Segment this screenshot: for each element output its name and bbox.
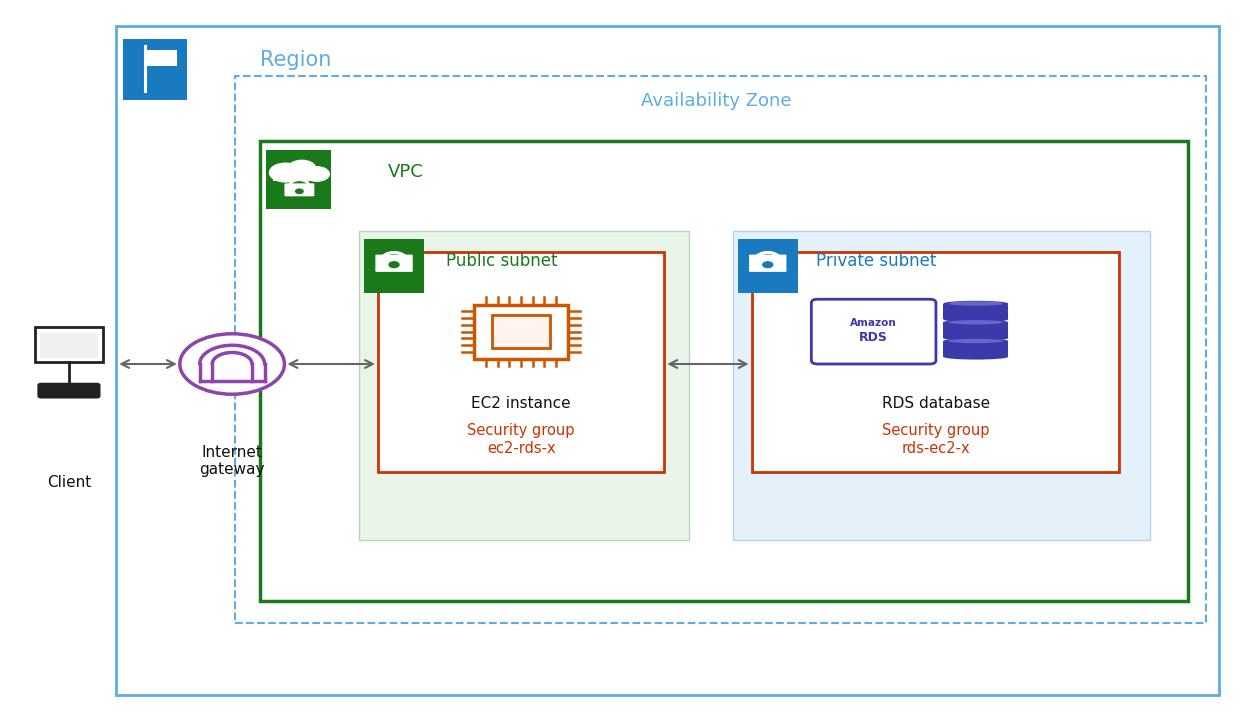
- Circle shape: [762, 262, 772, 268]
- FancyBboxPatch shape: [359, 231, 690, 540]
- Ellipse shape: [943, 320, 1008, 325]
- Circle shape: [288, 160, 316, 176]
- FancyBboxPatch shape: [737, 239, 798, 293]
- Ellipse shape: [943, 301, 1008, 306]
- Circle shape: [270, 163, 302, 182]
- FancyBboxPatch shape: [377, 253, 665, 472]
- FancyBboxPatch shape: [492, 315, 551, 348]
- Ellipse shape: [948, 339, 1003, 343]
- FancyBboxPatch shape: [285, 183, 315, 197]
- Ellipse shape: [948, 301, 1003, 306]
- FancyBboxPatch shape: [117, 25, 1219, 695]
- FancyBboxPatch shape: [732, 231, 1150, 540]
- Text: Security group
rds-ec2-x: Security group rds-ec2-x: [882, 424, 989, 456]
- Circle shape: [389, 262, 399, 268]
- FancyBboxPatch shape: [943, 341, 1008, 357]
- FancyBboxPatch shape: [273, 170, 324, 181]
- Text: RDS database: RDS database: [882, 396, 989, 411]
- Text: Security group
ec2-rds-x: Security group ec2-rds-x: [468, 424, 574, 456]
- Text: Region: Region: [260, 50, 331, 71]
- FancyBboxPatch shape: [266, 150, 331, 209]
- FancyBboxPatch shape: [749, 255, 786, 272]
- FancyBboxPatch shape: [375, 255, 413, 272]
- FancyBboxPatch shape: [943, 323, 1008, 338]
- Text: Internet
gateway: Internet gateway: [199, 445, 265, 478]
- Text: Availability Zone: Availability Zone: [642, 92, 793, 111]
- Ellipse shape: [943, 336, 1008, 341]
- FancyBboxPatch shape: [474, 304, 568, 359]
- FancyBboxPatch shape: [35, 327, 103, 363]
- FancyBboxPatch shape: [811, 299, 935, 364]
- FancyBboxPatch shape: [147, 50, 177, 66]
- Ellipse shape: [948, 320, 1003, 325]
- Circle shape: [305, 167, 330, 181]
- Text: Public subnet: Public subnet: [446, 252, 558, 270]
- FancyBboxPatch shape: [751, 253, 1119, 472]
- Ellipse shape: [943, 354, 1008, 360]
- Text: Amazon: Amazon: [850, 318, 897, 328]
- Circle shape: [179, 333, 285, 395]
- FancyBboxPatch shape: [943, 304, 1008, 320]
- Ellipse shape: [943, 339, 1008, 344]
- FancyBboxPatch shape: [123, 39, 187, 100]
- Text: RDS: RDS: [859, 331, 888, 344]
- FancyBboxPatch shape: [260, 141, 1188, 601]
- FancyBboxPatch shape: [40, 333, 98, 358]
- Text: Private subnet: Private subnet: [816, 252, 937, 270]
- FancyBboxPatch shape: [39, 384, 99, 397]
- FancyBboxPatch shape: [364, 239, 424, 293]
- Text: Client: Client: [46, 475, 92, 490]
- Text: VPC: VPC: [387, 163, 424, 181]
- Text: EC2 instance: EC2 instance: [472, 396, 571, 411]
- Circle shape: [296, 189, 303, 194]
- Ellipse shape: [943, 317, 1008, 323]
